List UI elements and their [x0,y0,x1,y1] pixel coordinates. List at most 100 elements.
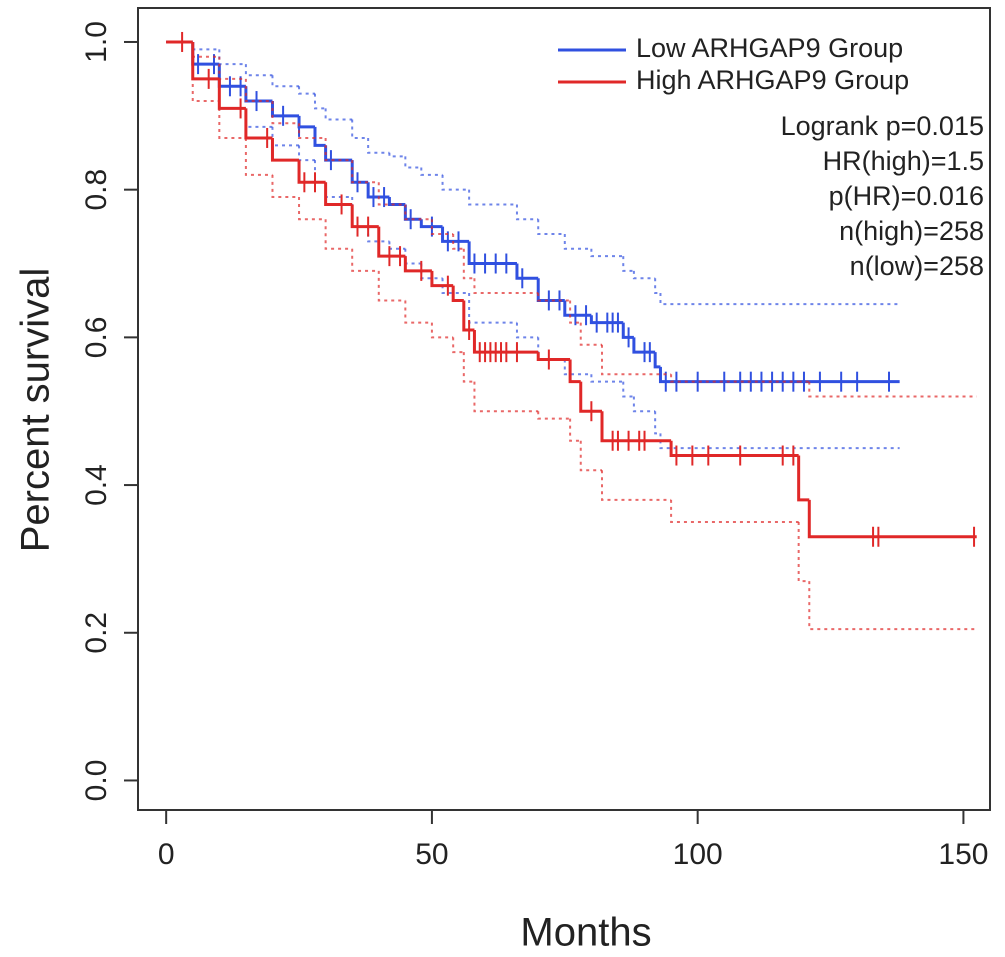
survival-step [658,366,900,384]
ci-upper [659,293,900,306]
ci-lower [569,418,581,442]
survival-step [366,182,390,199]
y-tick-label: 0.8 [80,169,113,211]
legend-label: Low ARHGAP9 Group [636,33,903,63]
annotation: p(HR)=0.016 [829,181,984,211]
ci-lower [388,241,406,250]
survival-step [217,78,246,110]
ci-lower [632,396,656,413]
ci-upper [563,233,592,250]
ci-lower [244,108,273,128]
ci-lower [218,101,246,139]
ci-upper [324,108,353,121]
survival-step [403,256,432,273]
survival-step [297,160,326,184]
survival-step [536,278,565,302]
x-tick-label: 0 [158,838,175,871]
annotation: n(high)=258 [839,216,984,246]
survival-step [297,115,315,129]
ci-upper [298,123,326,139]
ci-upper [654,278,661,295]
ci-lower [797,521,810,583]
ci-upper [218,49,246,66]
ci-lower [462,352,475,383]
x-axis-label: Months [520,911,651,955]
survival-step [579,381,603,413]
ci-lower [515,322,539,339]
ci-upper [420,167,443,176]
ci-lower [271,126,300,147]
ci-lower [430,322,454,339]
survival-step [430,270,454,288]
ci-lower [298,145,315,162]
ci-upper [324,137,353,162]
ci-upper [622,256,634,272]
y-tick-label: 0.2 [80,612,113,654]
ci-upper [313,93,326,110]
ci-upper [351,160,379,184]
ci-lower [654,411,661,435]
ci-lower [808,581,977,631]
ci-lower [367,226,390,243]
survival-step [462,300,475,332]
ci-lower [218,78,246,110]
survival-step [350,160,369,184]
survival-step [568,359,581,384]
ci-upper [473,278,539,295]
survival-step [632,337,656,354]
y-tick-label: 0.0 [80,760,113,802]
survival-step [191,41,220,66]
ci-lower [452,337,464,354]
ci-lower [579,440,603,472]
ci-upper [244,64,273,77]
ci-upper [191,41,220,51]
survival-step [419,219,443,229]
legend-label: High ARHGAP9 Group [636,65,909,95]
survival-step [669,440,799,458]
ci-upper [244,78,273,103]
ci-lower [590,374,624,383]
survival-step [191,41,220,81]
ci-lower [404,248,422,265]
ci-upper [601,344,672,376]
survival-step [653,352,661,369]
survival-step [387,197,406,206]
ci-lower [468,293,517,324]
ci-lower [313,160,326,184]
survival-step [621,322,634,339]
ci-lower [670,499,799,523]
ci-lower [441,278,470,295]
y-axis-label: Percent survival [14,268,58,553]
ci-upper [218,56,246,80]
ci-lower [537,337,565,361]
ci-upper [632,270,656,280]
ci-lower [271,174,300,199]
ci-lower [377,270,406,302]
x-tick-label: 100 [673,838,723,871]
y-tick-label: 0.4 [80,464,113,506]
ci-upper [515,204,539,221]
survival-step [350,204,379,229]
survival-step [377,226,406,258]
ci-upper [298,86,315,95]
annotation: n(low)=258 [850,251,984,281]
survival-step [324,182,353,206]
ci-lower [191,41,220,103]
survival-step [807,499,977,539]
ci-upper [462,248,475,280]
ci-lower [404,300,432,324]
ci-upper [271,75,300,88]
survival-step [244,108,273,140]
ci-upper [271,101,300,125]
ci-lower [537,411,571,420]
survival-step [441,226,470,243]
y-tick-label: 1.0 [80,21,113,63]
ci-upper [590,248,624,258]
x-tick-label: 150 [938,838,988,871]
ci-lower [601,470,672,501]
ci-lower [622,381,634,398]
survival-step [467,241,517,266]
x-tick-label: 50 [415,838,448,871]
ci-lower [563,359,592,376]
ci-lower [324,219,353,250]
